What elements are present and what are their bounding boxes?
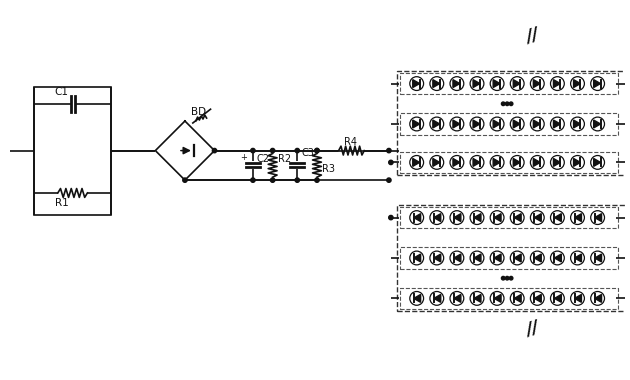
Text: C1: C1 bbox=[55, 87, 69, 97]
Text: C2: C2 bbox=[257, 154, 270, 165]
Circle shape bbox=[183, 178, 187, 182]
Polygon shape bbox=[453, 80, 460, 87]
Text: R4: R4 bbox=[343, 137, 357, 147]
Circle shape bbox=[509, 276, 513, 280]
Polygon shape bbox=[413, 80, 420, 87]
Polygon shape bbox=[494, 214, 501, 222]
Polygon shape bbox=[554, 158, 560, 166]
Polygon shape bbox=[554, 80, 560, 87]
Polygon shape bbox=[474, 214, 481, 222]
Circle shape bbox=[315, 149, 319, 153]
Circle shape bbox=[509, 102, 513, 106]
Text: R2: R2 bbox=[278, 154, 290, 165]
Polygon shape bbox=[493, 158, 500, 166]
Text: +: + bbox=[240, 154, 247, 162]
Polygon shape bbox=[474, 254, 481, 262]
Polygon shape bbox=[494, 294, 501, 302]
Polygon shape bbox=[534, 294, 541, 302]
Circle shape bbox=[505, 102, 509, 106]
Circle shape bbox=[315, 178, 319, 182]
Polygon shape bbox=[473, 80, 480, 87]
Polygon shape bbox=[554, 214, 561, 222]
Circle shape bbox=[295, 149, 299, 153]
Polygon shape bbox=[534, 120, 541, 128]
Polygon shape bbox=[433, 80, 440, 87]
Polygon shape bbox=[453, 158, 460, 166]
Polygon shape bbox=[413, 158, 420, 166]
Polygon shape bbox=[434, 294, 441, 302]
Text: R3: R3 bbox=[322, 164, 335, 174]
Polygon shape bbox=[513, 80, 520, 87]
Circle shape bbox=[501, 276, 505, 280]
Polygon shape bbox=[513, 158, 520, 166]
Text: //: // bbox=[524, 25, 542, 46]
Polygon shape bbox=[433, 120, 440, 128]
Polygon shape bbox=[573, 80, 580, 87]
Polygon shape bbox=[494, 254, 501, 262]
Polygon shape bbox=[554, 294, 561, 302]
Polygon shape bbox=[534, 214, 541, 222]
Polygon shape bbox=[454, 214, 461, 222]
Circle shape bbox=[270, 178, 275, 182]
Polygon shape bbox=[595, 254, 602, 262]
Polygon shape bbox=[493, 80, 500, 87]
Bar bbox=[34, 87, 111, 215]
Polygon shape bbox=[593, 158, 600, 166]
Text: R1: R1 bbox=[55, 198, 69, 208]
Polygon shape bbox=[414, 254, 421, 262]
Polygon shape bbox=[513, 120, 520, 128]
Polygon shape bbox=[575, 254, 581, 262]
Polygon shape bbox=[474, 294, 481, 302]
Polygon shape bbox=[514, 294, 521, 302]
Circle shape bbox=[251, 149, 255, 153]
Polygon shape bbox=[493, 120, 500, 128]
Circle shape bbox=[295, 178, 299, 182]
Circle shape bbox=[389, 160, 393, 165]
Polygon shape bbox=[575, 214, 581, 222]
Polygon shape bbox=[554, 254, 561, 262]
Polygon shape bbox=[434, 254, 441, 262]
Polygon shape bbox=[514, 214, 521, 222]
Polygon shape bbox=[414, 214, 421, 222]
Circle shape bbox=[315, 149, 319, 153]
Polygon shape bbox=[453, 120, 460, 128]
Circle shape bbox=[501, 102, 505, 106]
Polygon shape bbox=[473, 120, 480, 128]
Polygon shape bbox=[593, 80, 600, 87]
Polygon shape bbox=[413, 120, 420, 128]
Text: BD: BD bbox=[191, 107, 206, 117]
Circle shape bbox=[270, 149, 275, 153]
Circle shape bbox=[387, 149, 391, 153]
Polygon shape bbox=[595, 294, 602, 302]
Polygon shape bbox=[473, 158, 480, 166]
Polygon shape bbox=[514, 254, 521, 262]
Polygon shape bbox=[534, 254, 541, 262]
Polygon shape bbox=[554, 120, 560, 128]
Polygon shape bbox=[575, 294, 581, 302]
Circle shape bbox=[212, 149, 217, 153]
Polygon shape bbox=[454, 254, 461, 262]
Circle shape bbox=[389, 215, 393, 220]
Polygon shape bbox=[573, 158, 580, 166]
Text: //: // bbox=[524, 318, 542, 340]
Polygon shape bbox=[434, 214, 441, 222]
Polygon shape bbox=[414, 294, 421, 302]
Polygon shape bbox=[433, 158, 440, 166]
Circle shape bbox=[251, 178, 255, 182]
Polygon shape bbox=[534, 80, 541, 87]
Polygon shape bbox=[593, 120, 600, 128]
Circle shape bbox=[505, 276, 509, 280]
Polygon shape bbox=[573, 120, 580, 128]
Circle shape bbox=[387, 178, 391, 182]
Polygon shape bbox=[534, 158, 541, 166]
Polygon shape bbox=[454, 294, 461, 302]
Text: C3: C3 bbox=[301, 149, 314, 158]
Polygon shape bbox=[595, 214, 602, 222]
